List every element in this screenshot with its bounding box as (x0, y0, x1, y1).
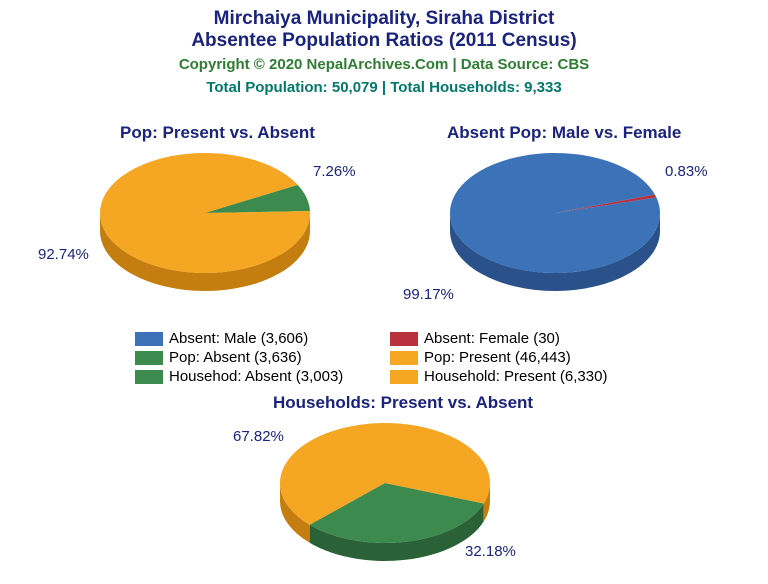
legend-item: Absent: Male (3,606) (135, 330, 390, 347)
legend-text: Household: Present (6,330) (424, 368, 607, 385)
legend-swatch (135, 332, 163, 346)
legend-item: Household: Present (6,330) (390, 368, 645, 385)
title-line-1: Mirchaiya Municipality, Siraha District (0, 8, 768, 30)
legend-swatch (390, 370, 418, 384)
chart3-label-minor: 32.18% (465, 543, 516, 560)
legend-item: Househod: Absent (3,003) (135, 368, 390, 385)
chart1-title: Pop: Present vs. Absent (120, 123, 315, 143)
chart1-label-major: 92.74% (38, 246, 89, 263)
legend-text: Pop: Present (46,443) (424, 349, 571, 366)
legend-text: Pop: Absent (3,636) (169, 349, 302, 366)
legend-item: Pop: Present (46,443) (390, 349, 645, 366)
legend-item: Pop: Absent (3,636) (135, 349, 390, 366)
legend-swatch (390, 351, 418, 365)
legend-item: Absent: Female (30) (390, 330, 645, 347)
chart3-title: Households: Present vs. Absent (273, 393, 533, 413)
chart2-title: Absent Pop: Male vs. Female (447, 123, 681, 143)
pie-chart-households (275, 418, 495, 571)
chart2-label-minor: 0.83% (665, 163, 708, 180)
pie-chart-gender (445, 148, 665, 301)
legend: Absent: Male (3,606) Absent: Female (30)… (135, 330, 645, 387)
legend-text: Househod: Absent (3,003) (169, 368, 343, 385)
legend-text: Absent: Female (30) (424, 330, 560, 347)
legend-swatch (135, 351, 163, 365)
chart2-label-major: 99.17% (403, 286, 454, 303)
chart1-label-minor: 7.26% (313, 163, 356, 180)
legend-swatch (135, 370, 163, 384)
legend-text: Absent: Male (3,606) (169, 330, 308, 347)
chart3-label-major: 67.82% (233, 428, 284, 445)
copyright-line: Copyright © 2020 NepalArchives.Com | Dat… (0, 56, 768, 73)
legend-swatch (390, 332, 418, 346)
title-line-2: Absentee Population Ratios (2011 Census) (0, 30, 768, 52)
pie-chart-population (95, 148, 315, 301)
totals-line: Total Population: 50,079 | Total Househo… (0, 79, 768, 96)
